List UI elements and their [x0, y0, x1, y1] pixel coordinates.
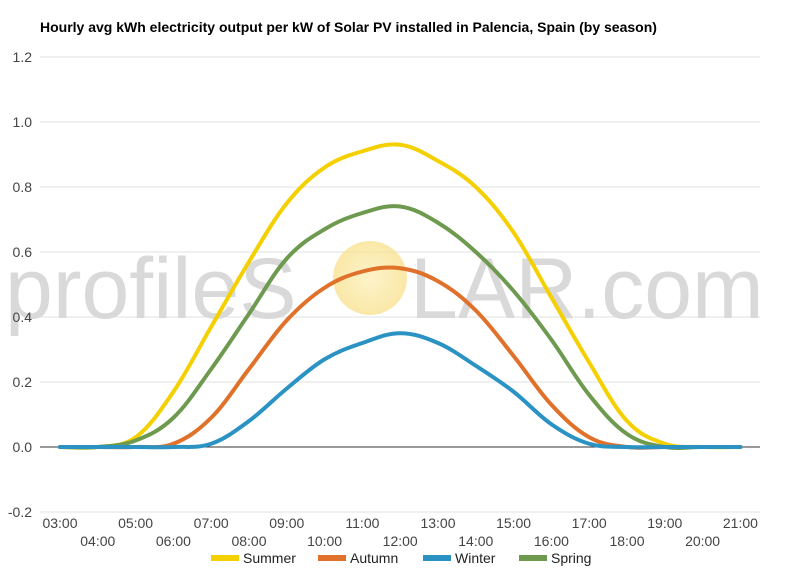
y-tick-label: 1.2	[13, 49, 33, 65]
legend-label-spring: Spring	[551, 550, 591, 566]
y-tick-label: 0.8	[13, 179, 33, 195]
x-tick-label: 15:00	[496, 515, 531, 531]
x-tick-label: 13:00	[420, 515, 455, 531]
legend-label-winter: Winter	[455, 550, 496, 566]
y-tick-label: 0.0	[13, 439, 33, 455]
x-tick-label: 14:00	[458, 533, 493, 549]
series-line-summer	[58, 142, 743, 450]
x-tick-label: 18:00	[609, 533, 644, 549]
legend-swatch-autumn	[318, 555, 346, 561]
chart-title: Hourly avg kWh electricity output per kW…	[40, 19, 657, 35]
x-tick-label: 16:00	[534, 533, 569, 549]
y-tick-label: 1.0	[13, 114, 33, 130]
series-line-winter	[58, 331, 743, 450]
y-tick-label: -0.2	[8, 504, 32, 520]
grid-layer	[40, 56, 760, 513]
x-tick-label: 19:00	[647, 515, 682, 531]
watermark-sun-icon	[333, 241, 407, 315]
legend-label-summer: Summer	[243, 550, 296, 566]
legend-swatch-summer	[211, 555, 239, 561]
legend: Summer Autumn Winter Spring	[211, 550, 591, 566]
watermark: profileS LAR.com	[5, 241, 764, 337]
x-tick-label: 11:00	[345, 515, 379, 531]
x-tick-label: 06:00	[156, 533, 191, 549]
axis-layer: -0.2 0.0 0.2 0.4 0.6 0.8 1.0 1.2 03:0004:0005:00…	[8, 49, 760, 549]
watermark-text-right: LAR.com	[410, 241, 764, 337]
y-tick-label: 0.6	[13, 244, 33, 260]
x-tick-label: 03:00	[42, 515, 77, 531]
legend-swatch-spring	[519, 555, 547, 561]
x-tick-label: 05:00	[118, 515, 153, 531]
y-tick-label: 0.2	[13, 374, 33, 390]
x-tick-label: 12:00	[383, 533, 418, 549]
x-tick-label: 07:00	[194, 515, 229, 531]
x-tick-label: 17:00	[572, 515, 607, 531]
y-tick-label: 0.4	[13, 309, 33, 325]
x-tick-label: 09:00	[269, 515, 304, 531]
legend-label-autumn: Autumn	[350, 550, 398, 566]
series-line-spring	[58, 204, 743, 451]
x-tick-label: 04:00	[80, 533, 115, 549]
watermark-text-left: profileS	[5, 241, 297, 337]
series-layer	[58, 142, 743, 451]
legend-swatch-winter	[423, 555, 451, 561]
x-tick-label: 21:00	[723, 515, 758, 531]
x-tick-label: 08:00	[231, 533, 266, 549]
x-tick-label: 10:00	[307, 533, 342, 549]
x-tick-label: 20:00	[685, 533, 720, 549]
